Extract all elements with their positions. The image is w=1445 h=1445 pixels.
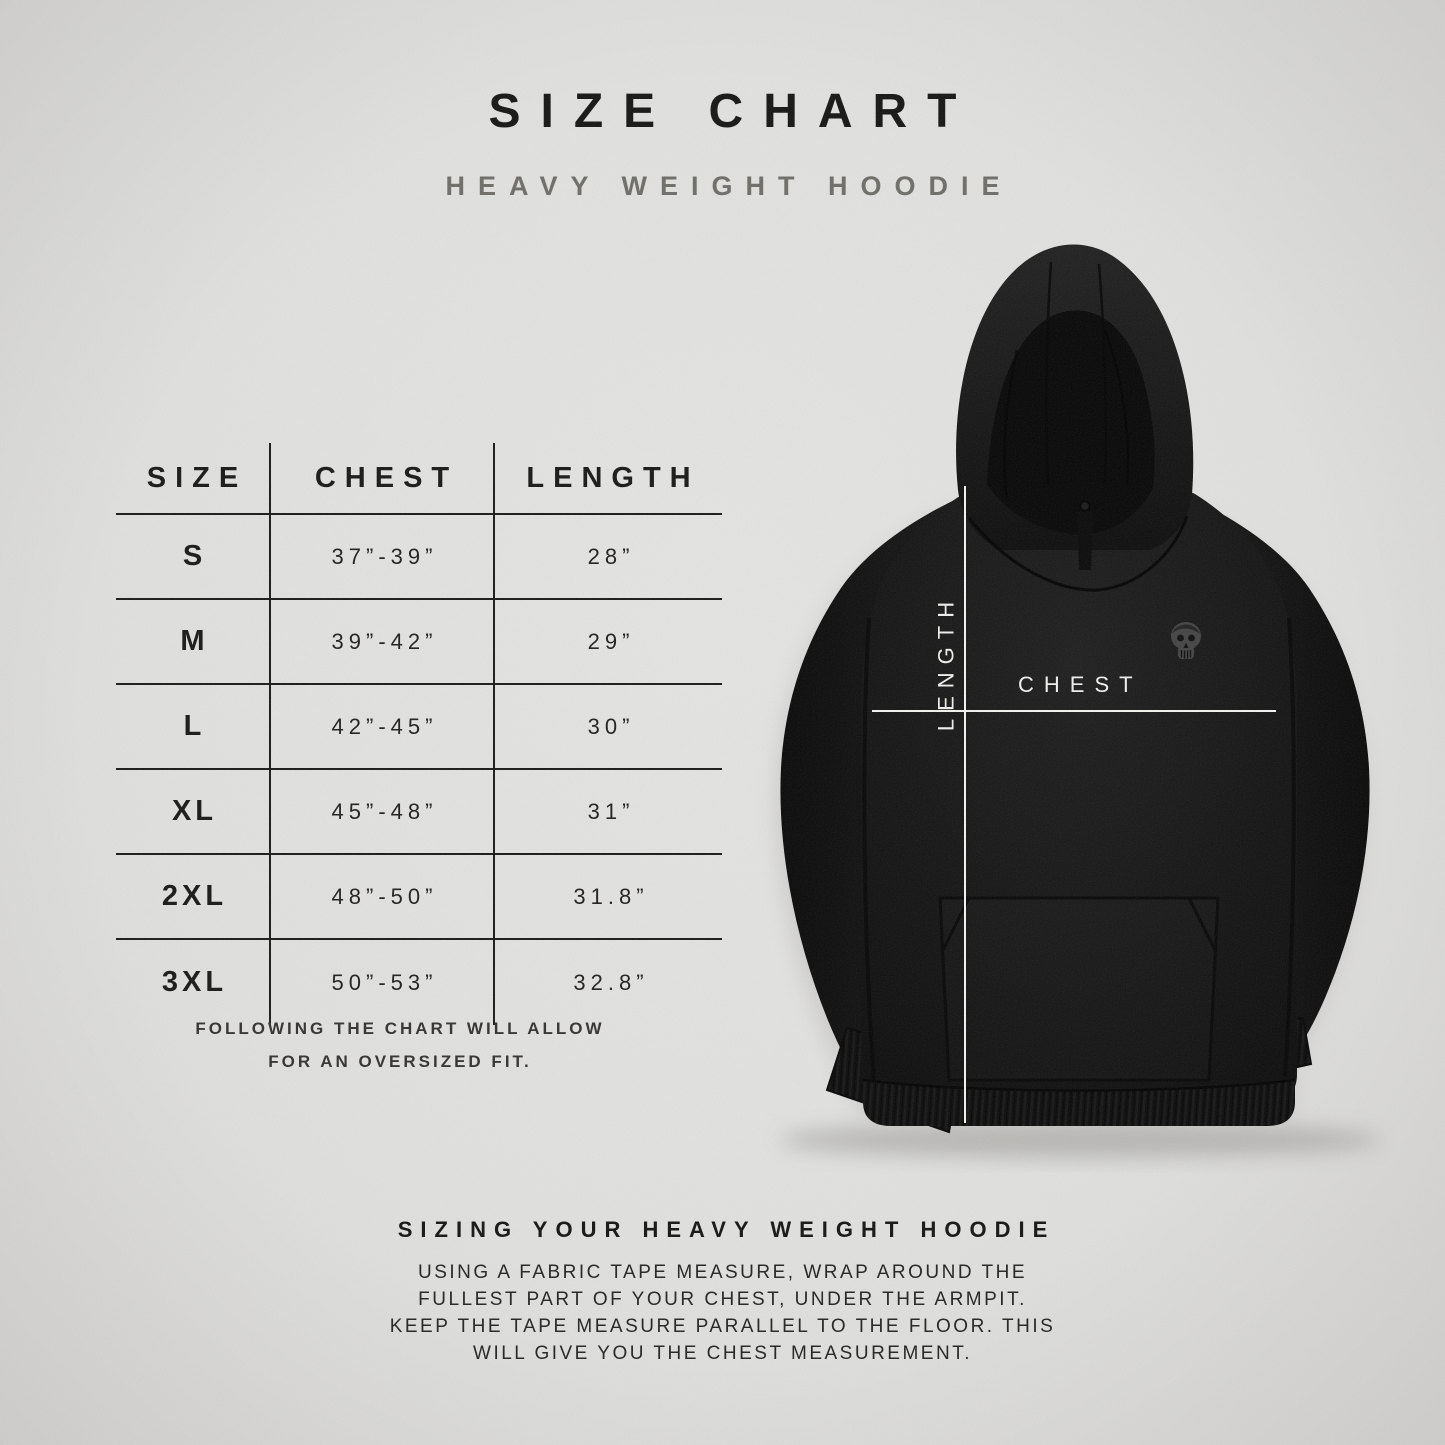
table-row-size: M (116, 600, 269, 685)
table-row-size: L (116, 685, 269, 770)
page-title: SIZE CHART (488, 85, 977, 138)
sizing-instructions: USING A FABRIC TAPE MEASURE, WRAP AROUND… (0, 1259, 1445, 1367)
column-header-length: LENGTH (493, 443, 722, 515)
table-row-length: 28” (493, 515, 722, 600)
instruction-line: FULLEST PART OF YOUR CHEST, UNDER THE AR… (418, 1289, 1027, 1310)
table-row-size: 2XL (116, 855, 269, 940)
instruction-line: WILL GIVE YOU THE CHEST MEASUREMENT. (473, 1343, 972, 1364)
column-header-chest: CHEST (269, 443, 493, 515)
table-row-length: 29” (493, 600, 722, 685)
length-label: LENGTH (933, 593, 959, 732)
column-header-size: SIZE (116, 443, 269, 515)
table-row-chest: 45”-48” (269, 770, 493, 855)
hoodie-image (755, 228, 1425, 1173)
hoodie-illustration (775, 244, 1380, 1158)
length-measure-line (964, 486, 966, 1123)
table-row-chest: 48”-50” (269, 855, 493, 940)
instruction-line: USING A FABRIC TAPE MEASURE, WRAP AROUND… (417, 1262, 1028, 1283)
sizing-section-heading: SIZING YOUR HEAVY WEIGHT HOODIE (397, 1217, 1056, 1242)
collar-placket (1077, 512, 1093, 570)
size-table: SIZE CHEST LENGTH S 37”-39” 28” M 39”-42… (116, 443, 722, 1025)
table-row-size: XL (116, 770, 269, 855)
instruction-line: KEEP THE TAPE MEASURE PARALLEL TO THE FL… (389, 1316, 1056, 1337)
table-row-length: 31” (493, 770, 722, 855)
table-row-length: 30” (493, 685, 722, 770)
page-subtitle: HEAVY WEIGHT HOODIE (445, 171, 1013, 201)
note-line: FOLLOWING THE CHART WILL ALLOW (195, 1019, 605, 1038)
oversized-fit-note: FOLLOWING THE CHART WILL ALLOW FOR AN OV… (93, 1012, 707, 1078)
table-row-chest: 39”-42” (269, 600, 493, 685)
table-row-chest: 37”-39” (269, 515, 493, 600)
table-row-size: S (116, 515, 269, 600)
collar-snap-button (1079, 500, 1091, 512)
table-row-length: 31.8” (493, 855, 722, 940)
ground-shadow (780, 1122, 1380, 1158)
note-line: FOR AN OVERSIZED FIT. (268, 1052, 532, 1071)
chest-label: CHEST (1018, 672, 1143, 697)
table-row-chest: 42”-45” (269, 685, 493, 770)
kangaroo-pocket (938, 896, 1220, 1082)
